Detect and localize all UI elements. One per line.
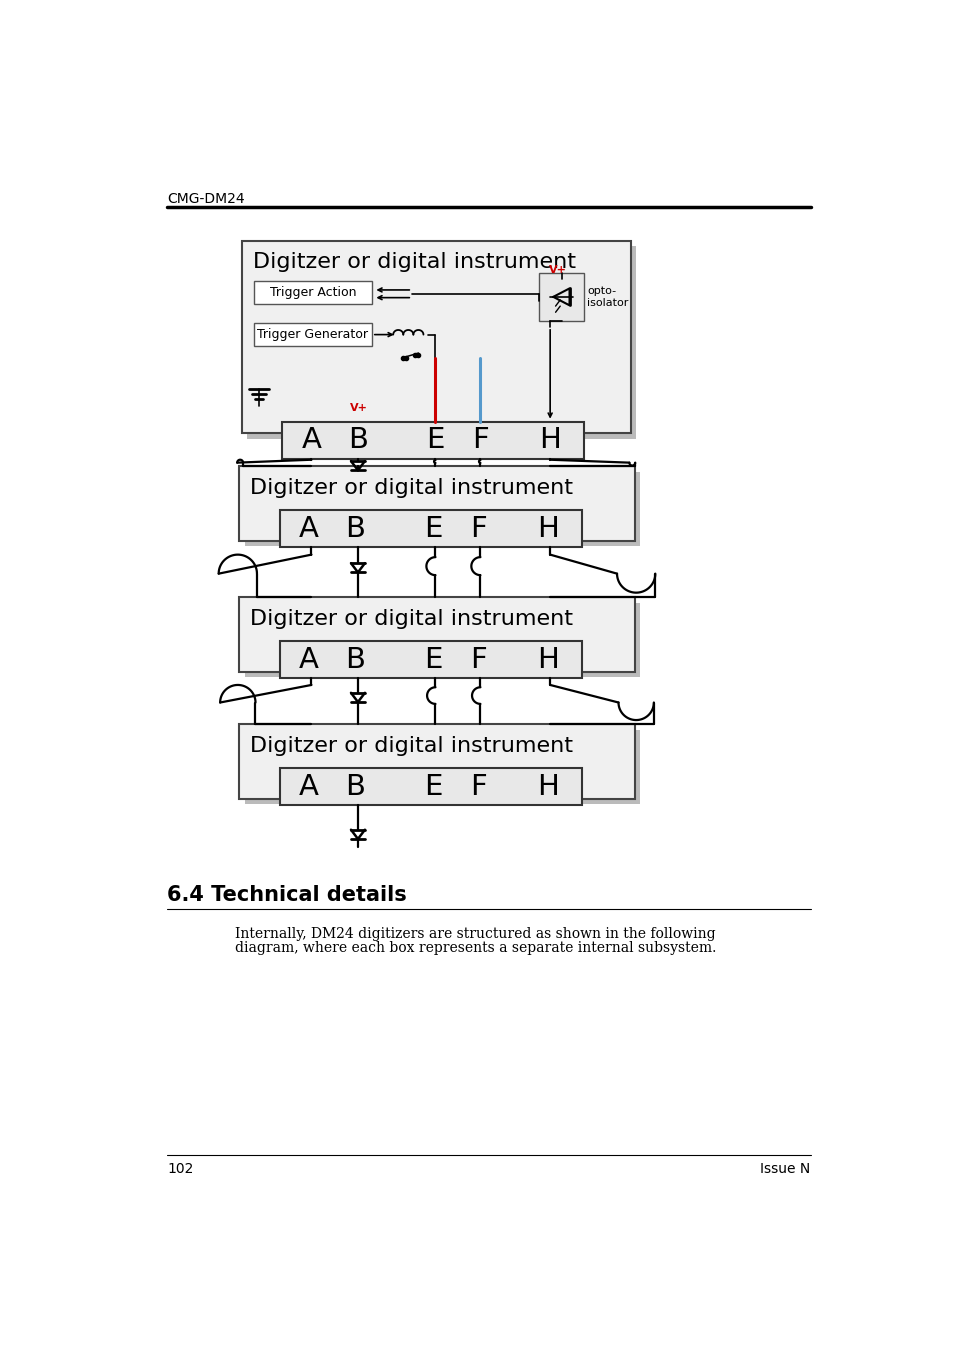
Text: Digitzer or digital instrument: Digitzer or digital instrument <box>250 609 573 628</box>
FancyBboxPatch shape <box>239 597 634 671</box>
FancyBboxPatch shape <box>239 466 634 540</box>
Text: E: E <box>423 773 442 801</box>
Text: H: H <box>537 646 558 674</box>
FancyBboxPatch shape <box>538 273 583 320</box>
Text: Digitzer or digital instrument: Digitzer or digital instrument <box>250 478 573 497</box>
FancyBboxPatch shape <box>241 240 630 434</box>
Text: E: E <box>423 646 442 674</box>
Text: Internally, DM24 digitizers are structured as shown in the following: Internally, DM24 digitizers are structur… <box>235 927 716 942</box>
FancyBboxPatch shape <box>247 246 636 439</box>
FancyBboxPatch shape <box>245 730 639 804</box>
Text: B: B <box>345 646 365 674</box>
FancyBboxPatch shape <box>245 471 639 546</box>
FancyBboxPatch shape <box>279 642 581 678</box>
FancyBboxPatch shape <box>282 422 583 458</box>
Text: F: F <box>469 773 486 801</box>
Text: H: H <box>538 426 560 454</box>
Text: V+: V+ <box>350 403 368 413</box>
Text: diagram, where each box represents a separate internal subsystem.: diagram, where each box represents a sep… <box>235 940 716 955</box>
FancyBboxPatch shape <box>279 769 581 805</box>
Text: V+: V+ <box>548 265 566 274</box>
FancyBboxPatch shape <box>253 281 372 304</box>
Text: A: A <box>299 773 318 801</box>
Text: Trigger Generator: Trigger Generator <box>257 328 368 340</box>
Text: CMG-DM24: CMG-DM24 <box>167 192 245 207</box>
Text: H: H <box>537 773 558 801</box>
Text: B: B <box>348 426 368 454</box>
Text: Digitzer or digital instrument: Digitzer or digital instrument <box>253 253 575 272</box>
Text: E: E <box>423 515 442 543</box>
Text: Issue N: Issue N <box>760 1162 810 1177</box>
Text: B: B <box>345 773 365 801</box>
FancyBboxPatch shape <box>279 511 581 547</box>
Text: F: F <box>472 426 488 454</box>
Text: A: A <box>299 515 318 543</box>
Text: H: H <box>537 515 558 543</box>
FancyBboxPatch shape <box>253 323 372 346</box>
Text: F: F <box>469 646 486 674</box>
Text: opto-
isolator: opto- isolator <box>587 286 628 308</box>
Text: B: B <box>345 515 365 543</box>
FancyBboxPatch shape <box>245 603 639 677</box>
Text: Trigger Action: Trigger Action <box>270 286 355 299</box>
Text: E: E <box>426 426 444 454</box>
FancyBboxPatch shape <box>239 724 634 798</box>
Text: A: A <box>301 426 321 454</box>
Text: F: F <box>469 515 486 543</box>
Text: Digitzer or digital instrument: Digitzer or digital instrument <box>250 736 573 755</box>
Text: 102: 102 <box>167 1162 193 1177</box>
Text: A: A <box>299 646 318 674</box>
Text: 6.4 Technical details: 6.4 Technical details <box>167 885 407 905</box>
